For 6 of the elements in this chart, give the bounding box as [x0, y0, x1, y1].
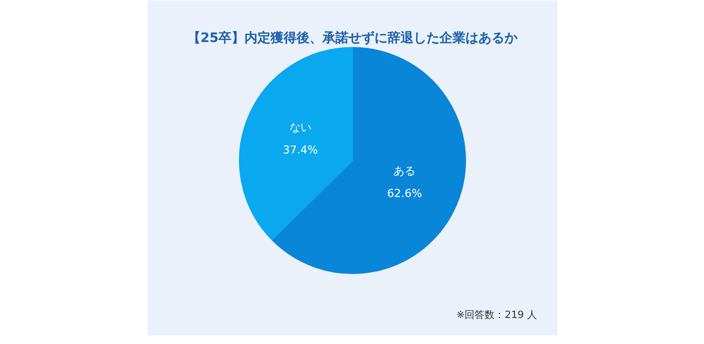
- slice-label: ない: [289, 121, 312, 134]
- data-label: 62.6%: [387, 186, 422, 200]
- slice-label: ある: [394, 164, 416, 178]
- text: ※回答数：219 人: [456, 309, 538, 321]
- data-label: 37.4%: [282, 143, 318, 156]
- chart-title: 【25卒】内定獲得後、承諾せずに辞退した企業はあるか: [187, 30, 519, 46]
